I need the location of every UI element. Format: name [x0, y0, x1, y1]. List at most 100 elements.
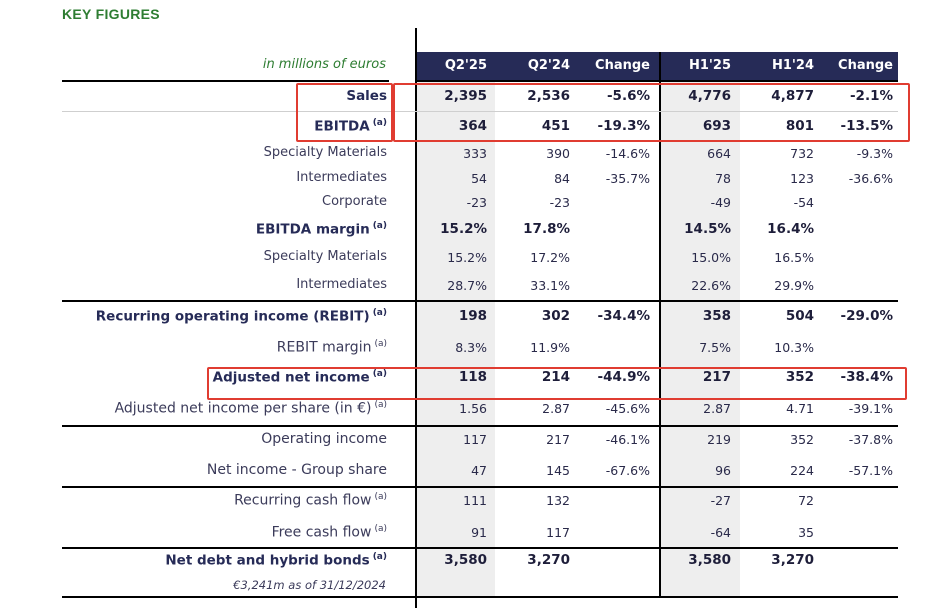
row-label-rebit: Recurring operating income (REBIT) (a): [95, 308, 387, 325]
cell-r13-change-h1: -57.1%: [848, 463, 893, 478]
row-label-recurring-cash-flow: Recurring cash flow (a): [234, 492, 387, 509]
cell-r13-change-q2: -67.6%: [605, 463, 650, 478]
cell-r1-change-q2: -19.3%: [597, 118, 650, 134]
cell-r2-h1-25: 664: [707, 146, 731, 161]
rule-before-cash-flow: [62, 486, 898, 488]
cell-r8-h1-25: 358: [702, 308, 731, 324]
column-header-h1-24: H1'24: [772, 58, 814, 73]
header-bar-q2: [416, 52, 659, 80]
column-header-h1-25: H1'25: [689, 58, 731, 73]
cell-r3-q2-24: 84: [554, 171, 570, 186]
cell-r7-q2-25: 28.7%: [447, 278, 487, 293]
cell-r12-q2-24: 217: [546, 432, 570, 447]
cell-r12-q2-25: 117: [463, 432, 487, 447]
cell-r2-change-q2: -14.6%: [605, 146, 650, 161]
cell-r8-change-h1: -29.0%: [840, 308, 893, 324]
rule-header-right: [416, 80, 898, 82]
column-header-q2-24: Q2'24: [527, 58, 570, 73]
cell-r11-q2-25: 1.56: [459, 401, 487, 416]
cell-r15-h1-24: 35: [798, 525, 814, 540]
row-label-ebitda-margin: EBITDA margin (a): [255, 221, 387, 238]
cell-r14-h1-24: 72: [798, 493, 814, 508]
column-header-change-h1: Change: [838, 58, 893, 73]
cell-r11-change-q2: -45.6%: [605, 401, 650, 416]
cell-r7-h1-25: 22.6%: [691, 278, 731, 293]
row-label-intermediates-margin: Intermediates: [296, 277, 387, 292]
shade-h1-25-column: [661, 80, 740, 596]
cell-r15-q2-24: 117: [546, 525, 570, 540]
cell-r0-change-q2: -5.6%: [606, 88, 650, 104]
cell-r10-change-h1: -38.4%: [840, 369, 893, 385]
cell-r13-q2-25: 47: [471, 463, 487, 478]
cell-r7-h1-24: 29.9%: [774, 278, 814, 293]
cell-r14-h1-25: -27: [710, 493, 731, 508]
row-label-corporate: Corporate: [322, 194, 387, 209]
divider-q2-h1: [659, 52, 661, 597]
highlight-adjusted-net-income: [207, 367, 907, 400]
cell-r16-h1-24: 3,270: [771, 552, 814, 568]
cell-r10-q2-24: 214: [541, 369, 570, 385]
cell-r16-h1-25: 3,580: [688, 552, 731, 568]
cell-r12-h1-24: 352: [790, 432, 814, 447]
cell-r9-q2-25: 8.3%: [455, 340, 487, 355]
cell-r6-h1-24: 16.5%: [774, 250, 814, 265]
row-label-ebitda: EBITDA (a): [314, 118, 387, 135]
cell-r11-change-h1: -39.1%: [848, 401, 893, 416]
page-title: KEY FIGURES: [62, 6, 160, 22]
cell-r4-h1-25: -49: [710, 195, 731, 210]
cell-r15-h1-25: -64: [710, 525, 731, 540]
cell-r3-h1-25: 78: [715, 171, 731, 186]
rule-before-operating-income: [62, 425, 898, 427]
cell-r8-h1-24: 504: [785, 308, 814, 324]
cell-r1-h1-25: 693: [702, 118, 731, 134]
divider-label-column: [415, 28, 417, 608]
row-label-adjusted-net-income-per-share: Adjusted net income per share (in €) (a): [114, 400, 387, 417]
row-label-net-debt: Net debt and hybrid bonds (a): [165, 552, 387, 569]
cell-r6-h1-25: 15.0%: [691, 250, 731, 265]
rule-before-rebit: [62, 300, 898, 302]
cell-r4-h1-24: -54: [793, 195, 814, 210]
cell-r15-q2-25: 91: [471, 525, 487, 540]
cell-r2-h1-24: 732: [790, 146, 814, 161]
cell-r12-change-q2: -46.1%: [605, 432, 650, 447]
cell-r13-h1-25: 96: [715, 463, 731, 478]
cell-r0-q2-25: 2,395: [444, 88, 487, 104]
cell-r3-q2-25: 54: [471, 171, 487, 186]
row-label-specialty-materials: Specialty Materials: [263, 145, 387, 160]
cell-r1-h1-24: 801: [785, 118, 814, 134]
cell-r11-q2-24: 2.87: [542, 401, 570, 416]
cell-r5-h1-25: 14.5%: [684, 221, 731, 237]
row-label-intermediates: Intermediates: [296, 170, 387, 185]
cell-r12-change-h1: -37.8%: [848, 432, 893, 447]
column-header-q2-25: Q2'25: [444, 58, 487, 73]
cell-r13-q2-24: 145: [546, 463, 570, 478]
cell-r5-q2-25: 15.2%: [440, 221, 487, 237]
cell-r11-h1-25: 2.87: [703, 401, 731, 416]
row-label-adjusted-net-income: Adjusted net income (a): [212, 369, 387, 386]
row-label-free-cash-flow: Free cash flow (a): [271, 524, 387, 541]
highlight-sales-ebitda-values: [393, 83, 910, 142]
cell-r1-change-h1: -13.5%: [840, 118, 893, 134]
cell-r5-h1-24: 16.4%: [767, 221, 814, 237]
cell-r9-q2-24: 11.9%: [530, 340, 570, 355]
cell-r3-h1-24: 123: [790, 171, 814, 186]
net-debt-footnote: €3,241m as of 31/12/2024: [233, 578, 386, 592]
cell-r0-h1-24: 4,877: [771, 88, 814, 104]
row-label-operating-income: Operating income: [261, 431, 387, 447]
cell-r13-h1-24: 224: [790, 463, 814, 478]
cell-r16-q2-25: 3,580: [444, 552, 487, 568]
highlight-sales-ebitda-label: [296, 83, 393, 142]
cell-r2-q2-24: 390: [546, 146, 570, 161]
cell-r5-q2-24: 17.8%: [523, 221, 570, 237]
cell-r9-h1-25: 7.5%: [699, 340, 731, 355]
cell-r1-q2-25: 364: [458, 118, 487, 134]
cell-r4-q2-25: -23: [466, 195, 487, 210]
cell-r10-q2-25: 118: [458, 369, 487, 385]
cell-r14-q2-24: 132: [546, 493, 570, 508]
cell-r4-q2-24: -23: [549, 195, 570, 210]
cell-r12-h1-25: 219: [707, 432, 731, 447]
cell-r7-q2-24: 33.1%: [530, 278, 570, 293]
cell-r14-q2-25: 111: [463, 493, 487, 508]
cell-r2-q2-25: 333: [463, 146, 487, 161]
cell-r11-h1-24: 4.71: [786, 401, 814, 416]
